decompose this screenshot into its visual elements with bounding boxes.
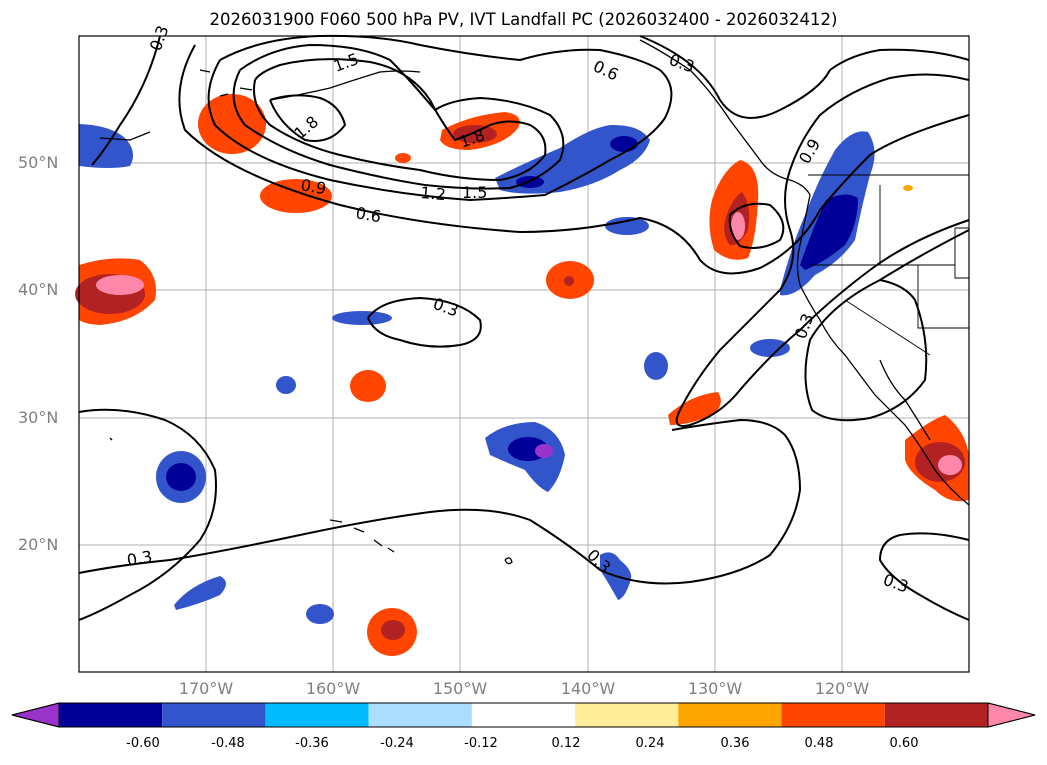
map-title: 2026031900 F060 500 hPa PV, IVT Landfall… [209, 10, 838, 29]
coastlines [99, 39, 970, 565]
colorbar-tick: 0.24 [635, 736, 665, 751]
lon-label-140w: 140°W [560, 679, 616, 698]
contour-label-1.5-south: 1.5 [462, 183, 487, 202]
colorbar-segment [265, 703, 369, 727]
colorbar-tick: -0.60 [126, 736, 160, 751]
contour-label-0.6-west: 0.6 [354, 203, 382, 226]
colorbar [11, 702, 1036, 728]
contour-label-1.2: 1.2 [420, 183, 447, 204]
contour-0.3-mid [367, 296, 482, 348]
contour-0.3-se [878, 532, 970, 621]
contour-0.3-southwest [78, 408, 217, 621]
ivt-contours [78, 34, 970, 621]
colorbar-segment [884, 703, 988, 727]
lat-label-50n: 50°N [18, 153, 59, 172]
lon-label-160w: 160°W [305, 679, 361, 698]
colorbar-segment [471, 703, 576, 727]
contour-0.9 [207, 34, 673, 202]
colorbar-tick: 0.60 [889, 736, 919, 751]
colorbar-tick: 0.48 [804, 736, 834, 751]
colorbar-tick: 0.12 [551, 736, 581, 751]
lat-label-20n: 20°N [18, 535, 59, 554]
colorbar-tick: 0.36 [720, 736, 750, 751]
contour-label-0.3-southwest: 0.3 [125, 547, 153, 570]
colorbar-tick: -0.12 [464, 736, 498, 751]
contour-0.3-east [675, 73, 970, 427]
political-borders [808, 174, 969, 356]
contour-1.5 [253, 58, 547, 182]
contour-0.3-north [91, 35, 161, 166]
lat-label-30n: 30°N [18, 408, 59, 427]
contour-0.6-north [178, 44, 970, 275]
colorbar-segment [678, 703, 782, 727]
colorbar-tick: -0.36 [295, 736, 329, 751]
contour-0.6-mexico [804, 229, 970, 422]
colorbar-segment [575, 703, 679, 727]
lon-label-150w: 150°W [432, 679, 488, 698]
colorbar-segment [781, 703, 885, 727]
contour-0.3-south [78, 418, 802, 585]
contour-1.8 [269, 94, 347, 142]
colorbar-segment [162, 703, 266, 727]
contour-1.2 [232, 43, 565, 190]
colorbar-tick: -0.48 [211, 736, 245, 751]
colorbar-segment [59, 703, 163, 727]
colorbar-extend-max [987, 702, 1036, 728]
lon-label-170w: 170°W [178, 679, 234, 698]
colorbar-segment [368, 703, 472, 727]
lon-label-120w: 120°W [814, 679, 870, 698]
colorbar-extend-min [11, 702, 60, 728]
lat-label-40n: 40°N [18, 280, 59, 299]
gridlines [79, 36, 969, 672]
plot-frame [78, 35, 970, 673]
colorbar-tick: -0.24 [380, 736, 414, 751]
lon-label-130w: 130°W [687, 679, 743, 698]
contour-label-0.9-west: 0.9 [299, 175, 327, 198]
contour-0.3-aleutian [639, 35, 970, 119]
colorbar-frame [11, 702, 1036, 728]
